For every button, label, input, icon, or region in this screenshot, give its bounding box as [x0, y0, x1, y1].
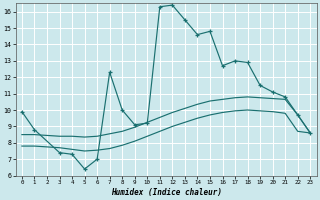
X-axis label: Humidex (Indice chaleur): Humidex (Indice chaleur) — [111, 188, 221, 197]
